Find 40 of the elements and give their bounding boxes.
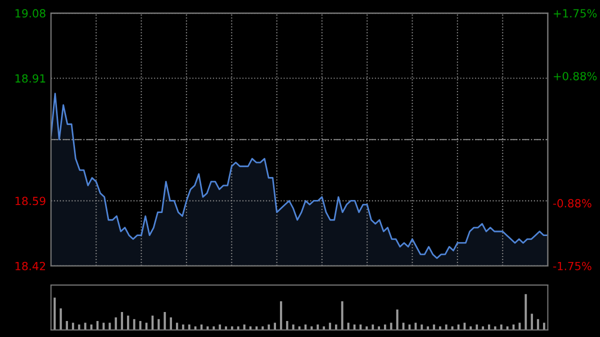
bar — [170, 317, 172, 330]
y2-tick-label: +1.75% — [554, 9, 597, 18]
bar — [164, 312, 166, 330]
bar — [108, 322, 111, 330]
bar — [268, 324, 270, 330]
bar — [151, 316, 154, 330]
bar — [212, 326, 215, 330]
bar — [237, 326, 240, 330]
bar — [420, 324, 423, 330]
bar — [84, 322, 86, 330]
bar — [530, 314, 533, 330]
bar — [60, 308, 62, 330]
bar — [536, 319, 540, 330]
bar — [445, 324, 448, 330]
bar — [120, 312, 124, 330]
bar — [114, 317, 117, 330]
bar — [158, 319, 160, 330]
bar — [188, 324, 190, 330]
bar — [396, 309, 398, 330]
bar — [494, 326, 496, 330]
bar — [262, 326, 264, 330]
y2-tick-label: -0.88% — [553, 199, 592, 208]
y-tick-label: 18.42 — [16, 262, 46, 270]
bar — [341, 301, 344, 330]
bar — [292, 324, 294, 330]
bar — [127, 316, 130, 330]
bar — [316, 324, 319, 330]
y-tick-label: 18.59 — [16, 196, 46, 206]
bar — [366, 326, 368, 330]
bar — [54, 298, 56, 330]
y-tick-label: 18.91 — [16, 74, 46, 83]
y2-tick-label: -1.75% — [553, 262, 592, 270]
y2-tick-label: +0.88% — [554, 72, 597, 80]
bar — [280, 301, 282, 330]
bar — [500, 324, 502, 330]
bar — [133, 319, 136, 330]
bar — [524, 294, 527, 330]
bar — [470, 326, 472, 330]
bar — [372, 324, 374, 330]
y-tick-label: 19.08 — [16, 9, 46, 18]
